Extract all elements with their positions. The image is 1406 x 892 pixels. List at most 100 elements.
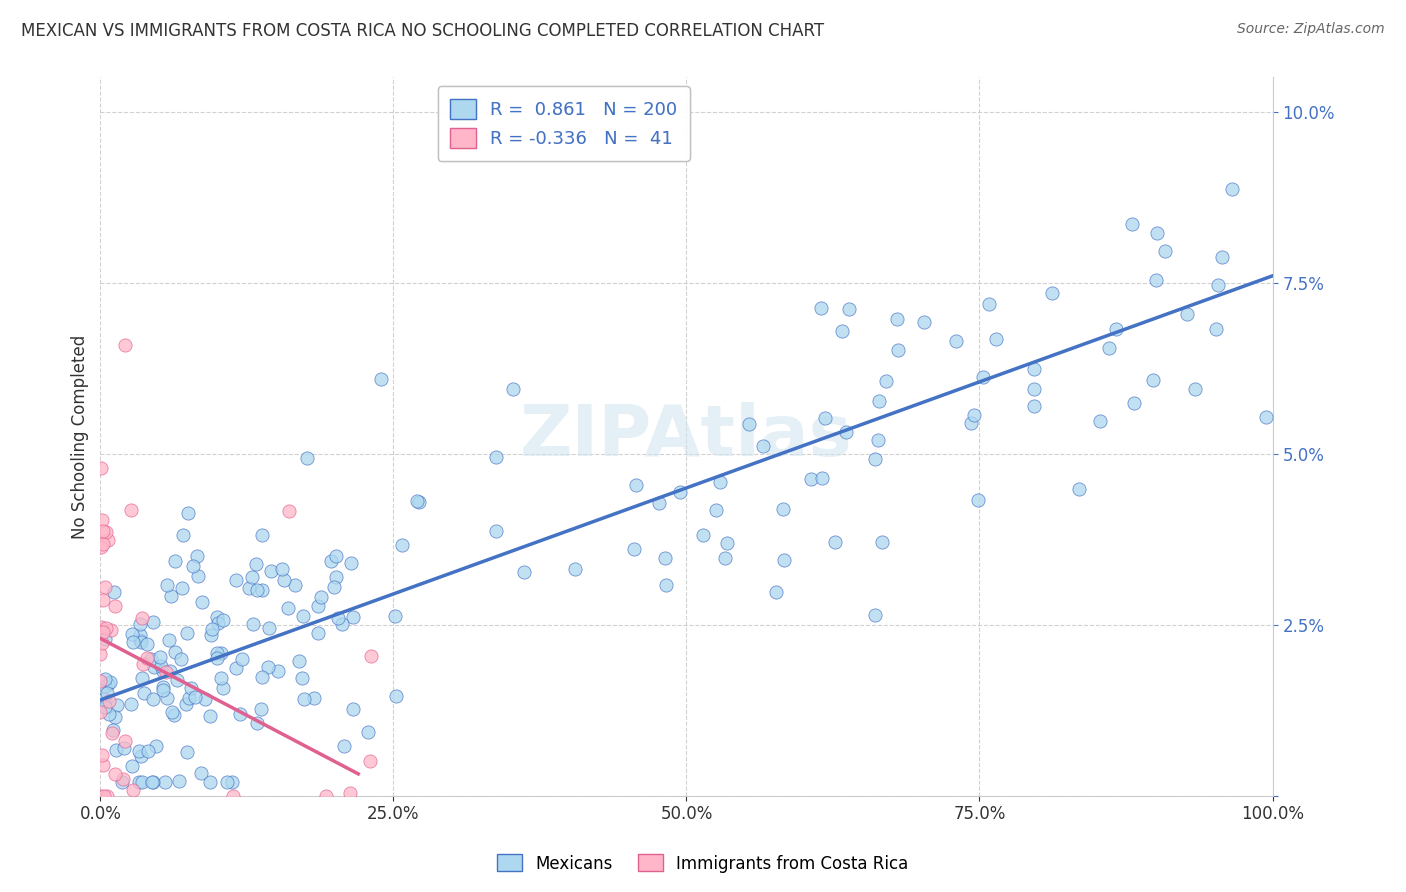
Point bbox=[167, 773, 190, 788]
Point bbox=[1040, 285, 1063, 300]
Point bbox=[129, 749, 152, 764]
Point bbox=[134, 686, 156, 700]
Point bbox=[122, 635, 145, 649]
Point bbox=[186, 549, 208, 563]
Point bbox=[1121, 217, 1143, 231]
Point bbox=[863, 451, 886, 466]
Point bbox=[866, 433, 889, 447]
Point bbox=[1254, 409, 1277, 424]
Point bbox=[229, 707, 252, 722]
Point bbox=[872, 535, 894, 549]
Point bbox=[245, 558, 267, 572]
Point bbox=[1154, 244, 1177, 258]
Text: MEXICAN VS IMMIGRANTS FROM COSTA RICA NO SCHOOLING COMPLETED CORRELATION CHART: MEXICAN VS IMMIGRANTS FROM COSTA RICA NO… bbox=[21, 22, 824, 40]
Point bbox=[655, 578, 678, 592]
Point bbox=[1184, 382, 1206, 396]
Point bbox=[211, 681, 233, 695]
Point bbox=[156, 690, 179, 705]
Point bbox=[97, 677, 120, 691]
Point bbox=[875, 374, 897, 388]
Point bbox=[91, 636, 114, 650]
Point bbox=[945, 334, 967, 349]
Point bbox=[260, 564, 283, 578]
Point bbox=[240, 570, 263, 584]
Point bbox=[502, 382, 524, 396]
Point bbox=[1104, 322, 1126, 336]
Point bbox=[339, 786, 361, 800]
Y-axis label: No Schooling Completed: No Schooling Completed bbox=[72, 334, 89, 539]
Point bbox=[129, 635, 152, 649]
Point bbox=[166, 673, 188, 688]
Point bbox=[564, 562, 586, 576]
Point bbox=[912, 314, 935, 328]
Point bbox=[121, 627, 143, 641]
Point bbox=[246, 583, 269, 598]
Point bbox=[773, 553, 796, 567]
Point bbox=[772, 501, 794, 516]
Point bbox=[225, 661, 247, 675]
Point bbox=[105, 698, 128, 712]
Point bbox=[977, 297, 1000, 311]
Point bbox=[1175, 307, 1198, 321]
Point bbox=[93, 692, 115, 706]
Point bbox=[177, 690, 200, 705]
Point bbox=[277, 504, 299, 518]
Point bbox=[89, 706, 111, 720]
Point bbox=[96, 789, 118, 803]
Point bbox=[114, 338, 136, 352]
Point bbox=[330, 616, 353, 631]
Point bbox=[887, 343, 910, 357]
Point bbox=[1142, 373, 1164, 387]
Point bbox=[100, 623, 122, 637]
Point bbox=[485, 450, 508, 464]
Point bbox=[94, 621, 117, 635]
Point bbox=[194, 692, 217, 706]
Point bbox=[205, 646, 228, 660]
Point bbox=[136, 744, 159, 758]
Point bbox=[986, 332, 1008, 346]
Point bbox=[360, 648, 382, 663]
Point bbox=[91, 537, 114, 551]
Point bbox=[1024, 382, 1046, 396]
Point bbox=[104, 767, 127, 781]
Point bbox=[200, 628, 222, 642]
Point bbox=[159, 664, 181, 678]
Point bbox=[513, 565, 536, 579]
Point bbox=[142, 660, 165, 674]
Point bbox=[624, 478, 647, 492]
Point bbox=[259, 621, 281, 635]
Point bbox=[172, 528, 194, 542]
Point bbox=[800, 472, 823, 486]
Point bbox=[100, 675, 122, 690]
Point bbox=[94, 632, 117, 646]
Point bbox=[128, 616, 150, 631]
Point bbox=[97, 707, 120, 722]
Point bbox=[1146, 226, 1168, 240]
Point bbox=[250, 670, 273, 684]
Point bbox=[180, 681, 202, 696]
Point bbox=[648, 496, 671, 510]
Point bbox=[408, 495, 430, 509]
Point bbox=[307, 625, 329, 640]
Point bbox=[831, 325, 853, 339]
Point bbox=[302, 690, 325, 705]
Point bbox=[273, 574, 295, 588]
Point bbox=[1220, 181, 1243, 195]
Point bbox=[150, 658, 173, 673]
Point bbox=[94, 700, 117, 714]
Point bbox=[814, 411, 837, 425]
Point bbox=[121, 758, 143, 772]
Point bbox=[131, 671, 153, 685]
Point bbox=[288, 654, 311, 668]
Point bbox=[250, 702, 273, 716]
Point bbox=[225, 573, 247, 587]
Point bbox=[96, 533, 118, 547]
Point bbox=[340, 556, 363, 570]
Point bbox=[1205, 322, 1227, 336]
Point bbox=[184, 690, 207, 704]
Point bbox=[250, 527, 273, 541]
Point bbox=[250, 583, 273, 598]
Point bbox=[205, 651, 228, 665]
Point bbox=[157, 632, 180, 647]
Point bbox=[326, 611, 349, 625]
